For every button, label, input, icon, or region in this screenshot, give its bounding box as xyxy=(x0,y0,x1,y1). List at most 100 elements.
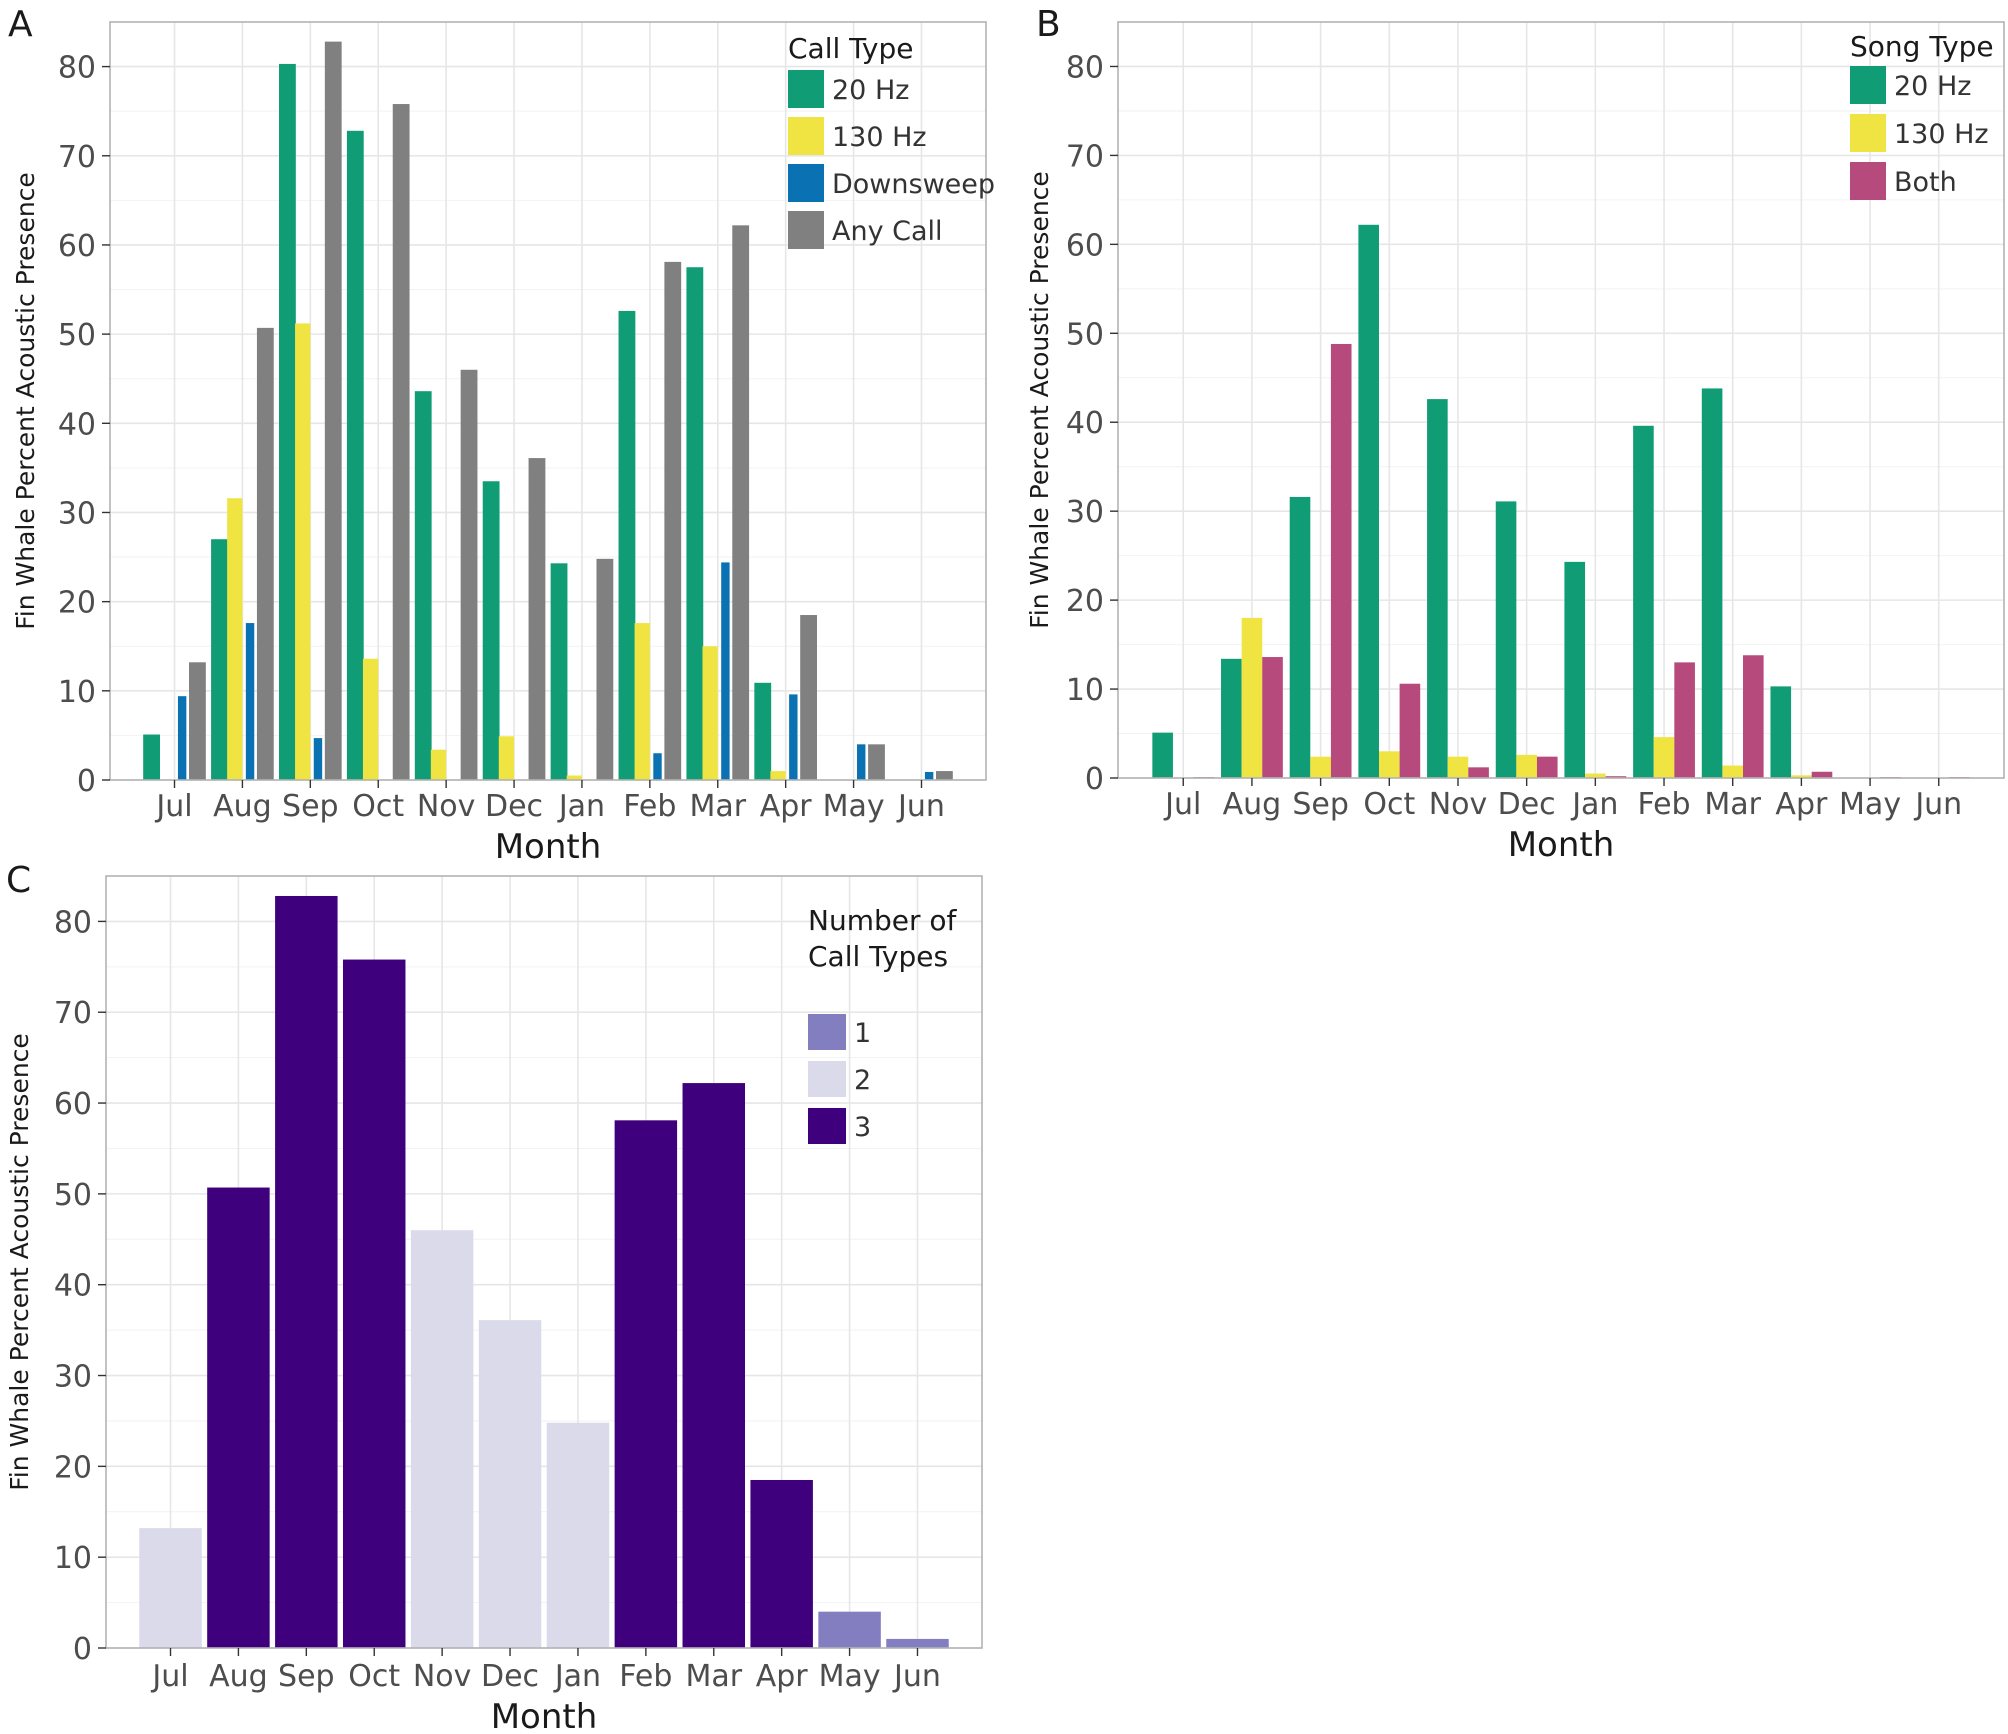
bar-any-call-jan[interactable] xyxy=(596,558,614,780)
bar-20-hz-apr[interactable] xyxy=(754,682,772,780)
bar-20-hz-feb[interactable] xyxy=(1633,425,1654,778)
bar-downsweep-jun[interactable] xyxy=(924,771,934,780)
bar-130-hz-jan[interactable] xyxy=(1585,773,1606,778)
bar-20-hz-jan[interactable] xyxy=(550,563,568,780)
y-tick-label: 40 xyxy=(58,407,96,442)
bar-apr[interactable] xyxy=(750,1479,813,1648)
bar-may[interactable] xyxy=(818,1611,881,1648)
bar-both-sep[interactable] xyxy=(1330,343,1352,778)
x-tick-label-oct: Oct xyxy=(352,789,404,824)
x-tick-label-feb: Feb xyxy=(623,789,676,824)
bar-both-dec[interactable] xyxy=(1536,756,1558,778)
bar-any-call-apr[interactable] xyxy=(800,615,817,780)
bar-downsweep-sep[interactable] xyxy=(313,738,323,780)
bar-20-hz-jan[interactable] xyxy=(1564,561,1586,778)
bar-nov[interactable] xyxy=(410,1230,474,1648)
x-tick-label-nov: Nov xyxy=(417,789,476,824)
bar-downsweep-mar[interactable] xyxy=(721,562,730,780)
bar-20-hz-mar[interactable] xyxy=(1701,388,1723,778)
bar-any-call-jul[interactable] xyxy=(189,662,206,780)
bar-20-hz-sep[interactable] xyxy=(1289,496,1311,778)
bar-20-hz-oct[interactable] xyxy=(346,130,364,780)
x-tick-label-oct: Oct xyxy=(348,1659,400,1694)
y-tick-label: 0 xyxy=(73,1632,92,1667)
bar-130-hz-aug[interactable] xyxy=(1241,617,1263,778)
bar-130-hz-dec[interactable] xyxy=(498,736,515,780)
legend-label: Downsweep xyxy=(832,169,995,200)
bar-20-hz-jul[interactable] xyxy=(1152,732,1173,778)
bar-20-hz-feb[interactable] xyxy=(618,310,636,780)
bar-both-aug[interactable] xyxy=(1262,657,1283,778)
bar-20-hz-oct[interactable] xyxy=(1358,224,1379,778)
bar-both-oct[interactable] xyxy=(1399,683,1421,778)
bar-feb[interactable] xyxy=(614,1120,678,1648)
bar-130-hz-apr[interactable] xyxy=(1791,775,1812,778)
legend-label: 3 xyxy=(854,1112,871,1143)
bar-130-hz-mar[interactable] xyxy=(702,646,718,780)
bar-downsweep-jul[interactable] xyxy=(177,696,187,780)
bar-130-hz-apr[interactable] xyxy=(770,771,786,780)
bar-20-hz-apr[interactable] xyxy=(1770,686,1792,778)
bar-130-hz-aug[interactable] xyxy=(227,498,243,780)
x-tick-label-oct: Oct xyxy=(1363,787,1415,822)
bar-130-hz-oct[interactable] xyxy=(362,658,379,780)
bar-both-nov[interactable] xyxy=(1468,767,1489,778)
bar-20-hz-mar[interactable] xyxy=(686,267,704,780)
bar-any-call-may[interactable] xyxy=(868,744,885,780)
y-tick-label: 80 xyxy=(58,51,96,86)
bar-130-hz-mar[interactable] xyxy=(1722,765,1744,778)
bar-20-hz-sep[interactable] xyxy=(279,63,296,780)
bar-any-call-aug[interactable] xyxy=(256,327,274,780)
bar-130-hz-nov[interactable] xyxy=(1447,756,1469,778)
chart-panel-a: 0 10 20 30 40 50 60 70 80 Jul Aug Sep Oct Nov Dec Jan Fe… xyxy=(8,4,995,867)
bar-20-hz-nov[interactable] xyxy=(414,391,432,780)
bar-jul[interactable] xyxy=(139,1528,202,1648)
bar-downsweep-feb[interactable] xyxy=(653,753,662,780)
bar-130-hz-sep[interactable] xyxy=(1310,756,1331,778)
bar-dec[interactable] xyxy=(478,1320,542,1648)
bar-20-hz-nov[interactable] xyxy=(1427,399,1448,778)
bar-any-call-nov[interactable] xyxy=(460,369,478,780)
bar-any-call-mar[interactable] xyxy=(732,225,750,780)
bar-sep[interactable] xyxy=(275,895,338,1648)
bar-both-jan[interactable] xyxy=(1605,776,1627,778)
bar-downsweep-may[interactable] xyxy=(857,744,866,780)
bar-any-call-jun[interactable] xyxy=(936,771,953,780)
bar-oct[interactable] xyxy=(342,959,406,1648)
x-tick-label-sep: Sep xyxy=(282,789,339,824)
bar-both-feb[interactable] xyxy=(1674,662,1695,778)
y-tick-label: 30 xyxy=(54,1360,92,1395)
bar-downsweep-aug[interactable] xyxy=(245,623,255,780)
bar-130-hz-feb[interactable] xyxy=(634,623,650,780)
bar-both-mar[interactable] xyxy=(1743,655,1764,778)
y-axis-title: Fin Whale Percent Acoustic Presence xyxy=(1025,171,1054,629)
bar-any-call-feb[interactable] xyxy=(664,261,682,780)
x-tick-label-jul: Jul xyxy=(154,789,192,824)
x-tick-label-may: May xyxy=(819,1659,881,1694)
bar-20-hz-jul[interactable] xyxy=(143,734,160,780)
bar-mar[interactable] xyxy=(682,1083,746,1648)
bar-20-hz-aug[interactable] xyxy=(211,539,228,780)
bar-20-hz-aug[interactable] xyxy=(1221,658,1242,778)
panel-label: B xyxy=(1036,4,1061,45)
legend-label: 1 xyxy=(854,1018,871,1049)
bar-any-call-oct[interactable] xyxy=(392,104,410,780)
bar-20-hz-dec[interactable] xyxy=(482,481,500,780)
bar-downsweep-apr[interactable] xyxy=(789,694,798,780)
legend: Call Type 20 Hz 130 Hz Downsweep Any Call xyxy=(788,32,995,249)
bar-130-hz-nov[interactable] xyxy=(430,749,447,780)
bar-130-hz-feb[interactable] xyxy=(1653,737,1675,778)
bar-jun[interactable] xyxy=(886,1638,949,1648)
bar-both-apr[interactable] xyxy=(1811,771,1833,778)
bar-20-hz-dec[interactable] xyxy=(1495,501,1517,778)
bar-any-call-dec[interactable] xyxy=(528,458,546,780)
bar-any-call-sep[interactable] xyxy=(324,41,342,780)
bar-130-hz-jan[interactable] xyxy=(566,775,582,780)
bar-aug[interactable] xyxy=(207,1187,270,1648)
bar-130-hz-sep[interactable] xyxy=(295,323,311,780)
bar-jan[interactable] xyxy=(546,1422,610,1648)
x-tick-label-may: May xyxy=(823,789,885,824)
bar-130-hz-dec[interactable] xyxy=(1516,754,1537,778)
bar-130-hz-oct[interactable] xyxy=(1378,751,1400,778)
